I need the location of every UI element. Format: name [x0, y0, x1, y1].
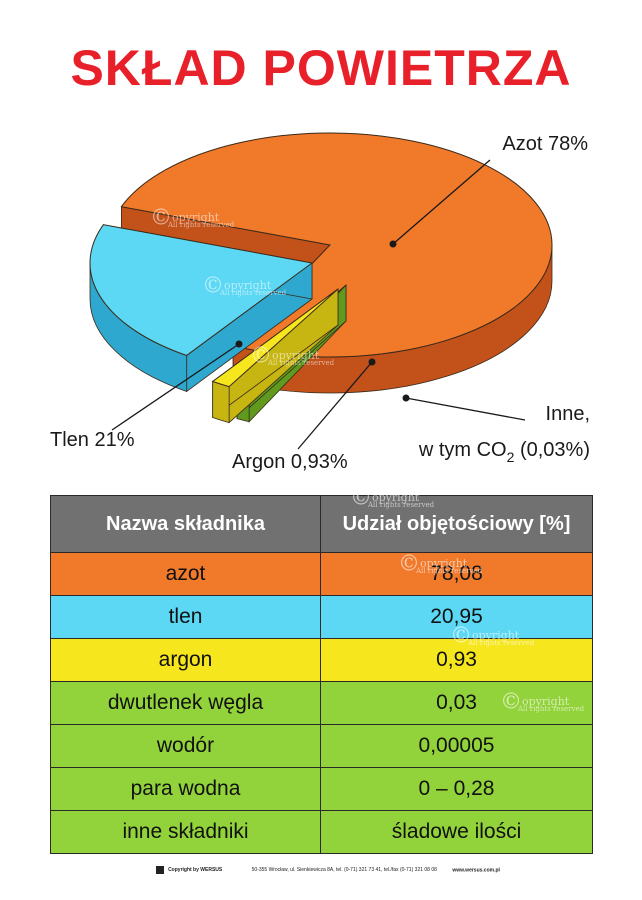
- table-row: argon 0,93: [50, 638, 593, 682]
- leader-line-inne: [405, 397, 526, 421]
- pie-side-argon: [212, 380, 230, 424]
- pie-label-argon: Argon 0,93%: [232, 451, 348, 473]
- cell-value: śladowe ilości: [320, 810, 593, 854]
- leader-dot-azot: [389, 240, 397, 248]
- cell-name: inne składniki: [50, 810, 321, 854]
- cell-name: azot: [50, 552, 321, 596]
- column-header-share: Udział objętościowy [%]: [320, 495, 593, 553]
- pie-slice-azot: [120, 132, 553, 358]
- leader-line-tlen: [111, 343, 240, 431]
- composition-table: Nazwa składnika Udział objętościowy [%] …: [50, 495, 593, 854]
- table-header-row: Nazwa składnika Udział objętościowy [%]: [50, 495, 593, 553]
- leader-dot-tlen: [235, 340, 243, 348]
- pie-slice-tlen: [89, 224, 314, 357]
- cell-value: 0,00005: [320, 724, 593, 768]
- pie-label-inne-1: Inne,: [546, 403, 590, 425]
- leader-dot-inne: [402, 394, 410, 402]
- pie-chart: Azot 78% Tlen 21% Argon 0,93% Inne, w ty…: [50, 132, 590, 473]
- cell-value: 0,93: [320, 638, 593, 682]
- column-header-name: Nazwa składnika: [50, 495, 321, 553]
- cell-name: tlen: [50, 595, 321, 639]
- cell-value: 0 – 0,28: [320, 767, 593, 811]
- leader-dot-argon: [368, 358, 376, 366]
- leader-line-azot: [392, 159, 491, 245]
- footer-website: www.wersus.com.pl: [452, 867, 500, 874]
- table-row: wodór 0,00005: [50, 724, 593, 768]
- footer: Copyright by WERSUS 50-355 Wrocław, ul. …: [0, 866, 642, 874]
- cell-value: 20,95: [320, 595, 593, 639]
- table-row: inne składniki śladowe ilości: [50, 810, 593, 854]
- pie-label-tlen: Tlen 21%: [50, 429, 135, 451]
- cell-name: argon: [50, 638, 321, 682]
- pie-label-inne-2: w tym CO2 (0,03%): [418, 439, 590, 465]
- cell-value: 0,03: [320, 681, 593, 725]
- table-row: para wodna 0 – 0,28: [50, 767, 593, 811]
- table-row: tlen 20,95: [50, 595, 593, 639]
- footer-copyright: Copyright by WERSUS: [168, 867, 223, 874]
- publisher-logo-icon: [156, 866, 165, 874]
- pie-slice-argon: [211, 288, 339, 388]
- cell-name: para wodna: [50, 767, 321, 811]
- footer-address: 50-355 Wrocław, ul. Sienkiewicza 8A, tel…: [251, 867, 437, 873]
- cell-value: 78,08: [320, 552, 593, 596]
- leader-line-argon: [297, 361, 373, 450]
- page-title: SKŁAD POWIETRZA: [70, 40, 572, 96]
- table-row: azot 78,08: [50, 552, 593, 596]
- cell-name: wodór: [50, 724, 321, 768]
- table-row: dwutlenek węgla 0,03: [50, 681, 593, 725]
- pie-label-azot: Azot 78%: [502, 133, 588, 155]
- cell-name: dwutlenek węgla: [50, 681, 321, 725]
